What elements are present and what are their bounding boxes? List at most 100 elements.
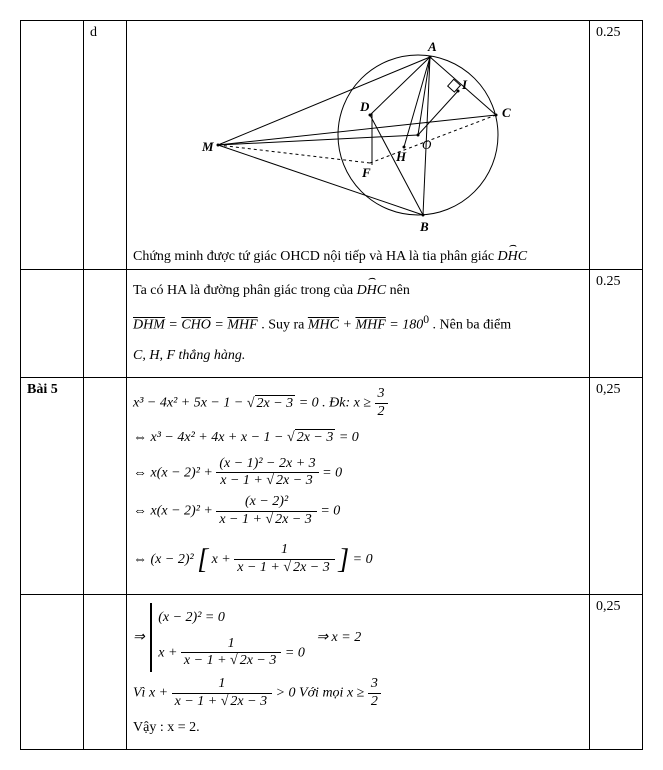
arrow: ⇒ [133,630,145,645]
l1a: Ta có HA là đường phân giác trong của [133,283,357,298]
eq3da: x − 1 + [220,473,266,488]
rad3 [266,473,274,488]
cell-bai5a: x³ − 4x² + 5x − 1 − 2x − 3 = 0 . Đk: x ≥… [127,378,590,595]
row-proof: Ta có HA là đường phân giác trong của DH… [21,270,643,378]
cell-bai-empty-4 [21,595,84,750]
cell-bai-empty-2 [21,270,84,378]
vay-line: Vậy : x = 2. [133,715,583,742]
caption-arc: DHC [498,249,528,265]
eq1: x³ − 4x² + 5x − 1 − 2x − 3 = 0 . Đk: x ≥… [133,386,583,421]
eq3d: x − 1 + 2x − 3 [216,473,318,490]
eq4d: x − 1 + 2x − 3 [216,512,316,529]
cell-sub-empty-4 [84,595,127,750]
sq2: 2x − 3 [295,429,336,445]
plus: + [342,317,355,332]
cases: (x − 2)² = 0 x + 1 x − 1 + 2x − 3 = 0 [150,603,305,672]
cell-sub-d: d [84,21,127,270]
eq4ds: 2x − 3 [273,511,314,527]
eq5: ⇔ (x − 2)² [ x + 1 x − 1 + 2x − 3 ] = 0 [133,533,583,586]
cell-figure: O A B C D M H F I [127,21,590,270]
eq4b: = 0 [320,504,340,519]
eq3n: (x − 1)² − 2x + 3 [216,456,318,474]
seg-mhf2: MHF [355,317,385,332]
caption-text: Chứng minh được tứ giác OHCD nội tiếp và… [133,249,498,264]
rad1 [247,396,255,411]
row-bai5b: ⇒ (x − 2)² = 0 x + 1 x − 1 + 2x − 3 = 0 … [21,595,643,750]
vden: x − 1 + 2x − 3 [172,694,272,711]
c2b: = 0 [285,645,305,660]
eq180: = 180 [389,317,423,332]
cell-score-3: 0,25 [590,378,643,595]
l1b: nên [390,283,410,298]
eq4da: x − 1 + [219,512,265,527]
v2n: 3 [368,676,381,694]
vi-line: Vì x + 1 x − 1 + 2x − 3 > 0 Với mọi x ≥ … [133,676,583,711]
cell-bai5b: ⇒ (x − 2)² = 0 x + 1 x − 1 + 2x − 3 = 0 … [127,595,590,750]
cell-score-4: 0,25 [590,595,643,750]
case2: x + 1 x − 1 + 2x − 3 = 0 [158,634,305,673]
cds: 2x − 3 [238,652,279,668]
rad2 [287,430,295,445]
rbrack5: ] [338,544,349,575]
c2a: x + [158,645,181,660]
svg-text:M: M [201,139,214,154]
frac3: (x − 1)² − 2x + 3 x − 1 + 2x − 3 [216,456,318,491]
cell-sub-empty-2 [84,270,127,378]
lbrack5: [ [197,544,208,575]
l2end: . Nên ba điểm [433,317,512,332]
radC [230,653,238,668]
svg-text:A: A [427,39,437,54]
svg-text:H: H [395,149,407,164]
frac5: 1 x − 1 + 2x − 3 [234,542,334,577]
n32: 3 [375,386,388,404]
eq5a: ⇔ (x − 2)² [133,552,197,567]
via: Vì x + [133,686,172,701]
page: d O A B C D M H F I [20,20,643,750]
eq4n: (x − 2)² [216,494,316,512]
eq1b: = 0 . Đk: x ≥ [295,396,374,411]
figure-caption: Chứng minh được tứ giác OHCD nội tiếp và… [133,249,583,265]
fracC: 1 x − 1 + 2x − 3 [181,636,281,671]
vib: > 0 Với mọi x ≥ [276,686,368,701]
frac-3-2: 32 [375,386,388,421]
sup0: 0 [423,313,429,326]
eq2b: = 0 [335,430,358,445]
eq5d: x − 1 + 2x − 3 [234,560,334,577]
vnum: 1 [172,676,272,694]
eq5in: x + [212,552,235,567]
cell-score-2: 0.25 [590,270,643,378]
eq1: = [168,317,181,332]
geometry-figure: O A B C D M H F I [178,25,538,245]
cden: x − 1 + 2x − 3 [181,653,281,670]
l2mid: . Suy ra [261,317,308,332]
eq2: = [214,317,227,332]
fracV: 1 x − 1 + 2x − 3 [172,676,272,711]
arc-dhc: DHC [357,278,387,305]
proof-line3: C, H, F thẳng hàng. [133,343,583,370]
svg-text:D: D [359,99,370,114]
cell-score-1: 0.25 [590,21,643,270]
row-figure: d O A B C D M H F I [21,21,643,270]
eq5n: 1 [234,542,334,560]
cell-bai5: Bài 5 [21,378,84,595]
proof-line2: DHM = CHO = MHF . Suy ra MHC + MHF = 180… [133,309,583,339]
cell-bai-empty-1 [21,21,84,270]
eq5b: = 0 [353,552,373,567]
seg-dhm: DHM [133,317,165,332]
eq3: ⇔ x(x − 2)² + (x − 1)² − 2x + 3 x − 1 + … [133,456,583,491]
cda: x − 1 + [184,653,230,668]
eq5ds: 2x − 3 [291,559,332,575]
svg-text:C: C [502,105,511,120]
fracV2: 32 [368,676,381,711]
rad5 [283,560,291,575]
vda: x − 1 + [175,694,221,709]
cell-sub-empty-3 [84,378,127,595]
case1: (x − 2)² = 0 [158,603,305,634]
rad4 [265,512,273,527]
row-bai5a: Bài 5 x³ − 4x² + 5x − 1 − 2x − 3 = 0 . Đ… [21,378,643,595]
d32: 2 [375,404,388,421]
eq3b: = 0 [322,465,342,480]
impl-block: ⇒ (x − 2)² = 0 x + 1 x − 1 + 2x − 3 = 0 … [133,603,583,672]
seg-mhc: MHC [308,317,339,332]
cnum: 1 [181,636,281,654]
